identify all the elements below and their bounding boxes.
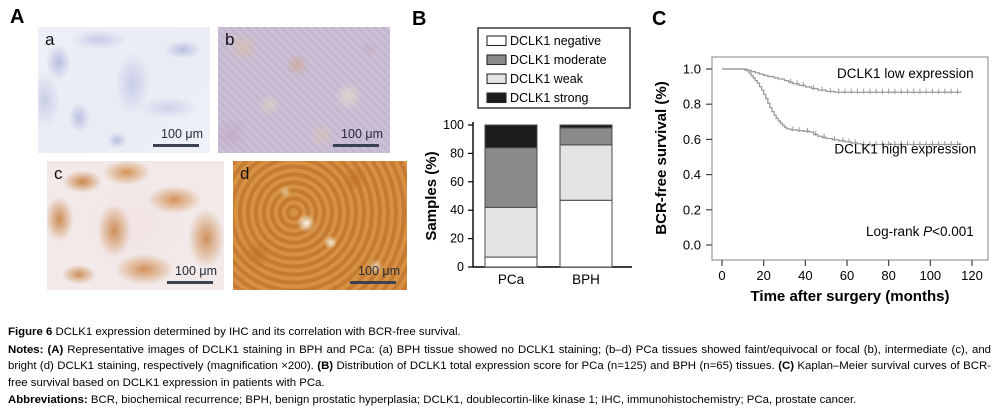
- scale-bar: [167, 281, 213, 284]
- x-axis-title: Time after surgery (months): [751, 288, 950, 305]
- legend-label: DCLK1 negative: [510, 34, 601, 48]
- scale-bar: [350, 281, 396, 284]
- caption-segment: Abbreviations:: [8, 394, 91, 407]
- panel-a: A a 100 μm b 100 μm c 100 μm d 100 μm: [0, 0, 410, 315]
- panel-b: B DCLK1 negative DCLK1 moderate DCLK1 weak…: [410, 5, 655, 310]
- micrograph-a-letter: a: [45, 30, 55, 49]
- legend-swatch-4: [486, 92, 507, 104]
- caption-abbreviations: Abbreviations: BCR, biochemical recurren…: [8, 392, 991, 409]
- x-tick-label: 0: [718, 268, 725, 283]
- legend-label: DCLK1 strong: [510, 91, 589, 105]
- annotation: DCLK1 high expression: [834, 141, 976, 156]
- bar-segment: [559, 199, 613, 268]
- stacked-bar-chart: DCLK1 negative DCLK1 moderate DCLK1 weak DC…: [423, 27, 632, 287]
- y-tick-label: 0.4: [683, 167, 701, 182]
- bar-segment: [559, 144, 613, 201]
- x-tick-label: 60: [840, 268, 854, 283]
- scale-bar: [153, 144, 199, 147]
- bar-segment: [484, 206, 538, 258]
- caption-segment: BCR, biochemical recurrence; BPH, benign…: [90, 394, 857, 407]
- y-tick-label: 0.2: [683, 202, 701, 217]
- x-tick-label: 20: [756, 268, 770, 283]
- x-category-label: BPH: [572, 272, 600, 287]
- panel-c: C 0.0 0.2 0.4 0.6 0.8 1.0 0 20 40 60 80 100 120 BCR-f…: [650, 5, 1001, 310]
- micrograph-a: a 100 μm: [38, 27, 210, 153]
- annotation: DCLK1 low expression: [837, 66, 974, 81]
- y-tick-label: 60: [450, 175, 464, 189]
- bar-segment: [484, 147, 538, 208]
- y-tick-label: 20: [450, 232, 464, 246]
- scale-label: 100 μm: [161, 127, 203, 141]
- panel-c-letter: C: [652, 8, 667, 30]
- bar-segment: [484, 124, 538, 149]
- caption-segment: DCLK1 expression determined by IHC and i…: [55, 326, 461, 338]
- y-tick-label: 0.6: [683, 132, 701, 147]
- scale-label: 100 μm: [341, 127, 383, 141]
- bar-segment: [484, 256, 538, 268]
- caption-segment: (B): [317, 360, 334, 373]
- scale-bar: [333, 144, 379, 147]
- legend-swatch-1: [486, 35, 507, 47]
- micrograph-b: b 100 μm: [218, 27, 390, 153]
- bar-segment: [559, 124, 613, 129]
- y-axis-title: BCR-free survival (%): [653, 81, 670, 234]
- scale-label: 100 μm: [358, 264, 400, 278]
- x-category-label: PCa: [498, 272, 525, 287]
- caption-segment: (C): [778, 360, 794, 373]
- plot-border: [711, 56, 989, 261]
- caption-segment: (A): [47, 343, 64, 356]
- panel-b-letter: B: [412, 8, 427, 30]
- caption-segment: Distribution of DCLK1 total expression s…: [333, 360, 779, 373]
- y-tick-label: 0: [457, 260, 464, 274]
- legend-swatch-2: [486, 54, 507, 66]
- y-axis-title: Samples (%): [423, 151, 440, 240]
- micrograph-d: d 100 μm: [233, 161, 407, 290]
- panel-a-letter: A: [10, 6, 25, 28]
- caption-segment: Figure 6: [8, 326, 56, 338]
- x-tick-label: 120: [961, 268, 983, 283]
- caption-title: Figure 6 DCLK1 expression determined by …: [8, 324, 991, 341]
- x-tick-label: 80: [881, 268, 895, 283]
- kaplan-meier-chart: 0.0 0.2 0.4 0.6 0.8 1.0 0 20 40 60 80 100 120 BCR-fre…: [653, 56, 989, 305]
- y-tick-label: 0.0: [683, 238, 701, 253]
- km-curve-2: [722, 68, 962, 146]
- x-tick-label: 40: [798, 268, 812, 283]
- legend-label: DCLK1 weak: [510, 72, 584, 86]
- y-tick-label: 100: [443, 118, 464, 132]
- annotation: Log-rank P<0.001: [866, 224, 974, 239]
- legend-swatch-3: [486, 73, 507, 85]
- micrograph-c: c 100 μm: [47, 161, 224, 290]
- km-curve-1: [722, 68, 962, 93]
- caption-segment: Kaplan–Meier survival curves of BCR-free…: [8, 360, 991, 389]
- caption-notes: Notes: (A) Representative images of DCLK…: [8, 342, 991, 392]
- y-tick-label: 1.0: [683, 62, 701, 77]
- figure-caption: Figure 6 DCLK1 expression determined by …: [0, 324, 1001, 410]
- micrograph-c-letter: c: [54, 164, 63, 183]
- legend-label: DCLK1 moderate: [510, 53, 607, 67]
- x-tick-label: 100: [919, 268, 941, 283]
- scale-label: 100 μm: [175, 264, 217, 278]
- micrograph-d-letter: d: [240, 164, 250, 183]
- y-tick-label: 80: [450, 146, 464, 160]
- caption-segment: Notes:: [8, 343, 48, 356]
- y-tick-label: 0.8: [683, 97, 701, 112]
- caption-segment: Representative images of DCLK1 staining …: [8, 343, 991, 373]
- y-tick-label: 40: [450, 203, 464, 217]
- micrograph-b-letter: b: [225, 30, 235, 49]
- bar-segment: [559, 127, 613, 146]
